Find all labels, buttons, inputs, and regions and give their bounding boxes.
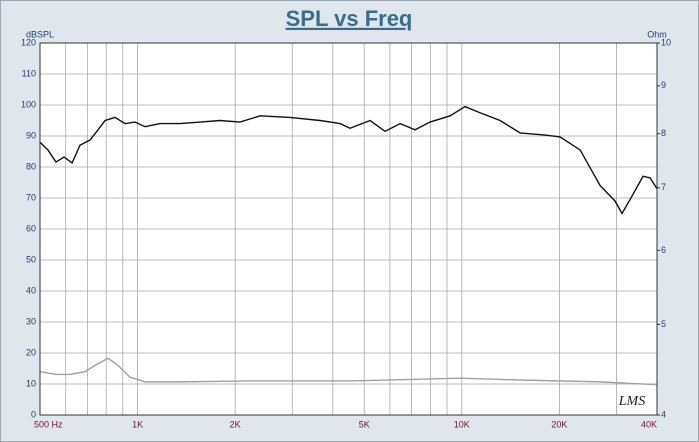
y-tick-label: 20 xyxy=(26,347,36,357)
y2-tick-label: 9 xyxy=(661,80,666,90)
y-tick-label: 60 xyxy=(26,223,36,233)
plot-border xyxy=(39,42,658,416)
y2-tick-label: 5 xyxy=(661,319,666,329)
x-tick-label: 20K xyxy=(551,419,567,429)
x-tick-label: 2K xyxy=(230,419,241,429)
y-tick-label: 90 xyxy=(26,130,36,140)
y-tick-label: 30 xyxy=(26,316,36,326)
y-tick-label: 100 xyxy=(21,99,36,109)
y2-tick-label: 7 xyxy=(661,182,666,192)
y2-tick-label: 10 xyxy=(661,37,671,47)
x-tick-label: 5K xyxy=(359,419,370,429)
y-tick-label: 50 xyxy=(26,254,36,264)
y-tick-label: 120 xyxy=(21,37,36,47)
y-tick-label: 40 xyxy=(26,285,36,295)
y-tick-label: 10 xyxy=(26,378,36,388)
y-tick-label: 70 xyxy=(26,192,36,202)
data-line xyxy=(39,105,658,215)
data-line xyxy=(39,357,658,386)
y-tick-label: 80 xyxy=(26,161,36,171)
x-tick-label: 40K xyxy=(641,419,657,429)
y2-tick-label: 4 xyxy=(661,409,666,419)
chart-title: SPL vs Freq xyxy=(286,6,413,31)
x-tick-label: 500 Hz xyxy=(34,419,63,429)
y2-tick-label: 8 xyxy=(661,128,666,138)
y-tick-label: 0 xyxy=(31,409,36,419)
watermark: LMS xyxy=(618,394,645,409)
y-tick-label: 110 xyxy=(22,68,36,78)
y2-tick-label: 6 xyxy=(661,245,666,255)
y-axis-label: dBSPL xyxy=(26,29,54,39)
y2-axis-label: Ohm xyxy=(647,29,667,39)
x-tick-label: 10K xyxy=(454,419,470,429)
x-tick-label: 1K xyxy=(132,419,143,429)
